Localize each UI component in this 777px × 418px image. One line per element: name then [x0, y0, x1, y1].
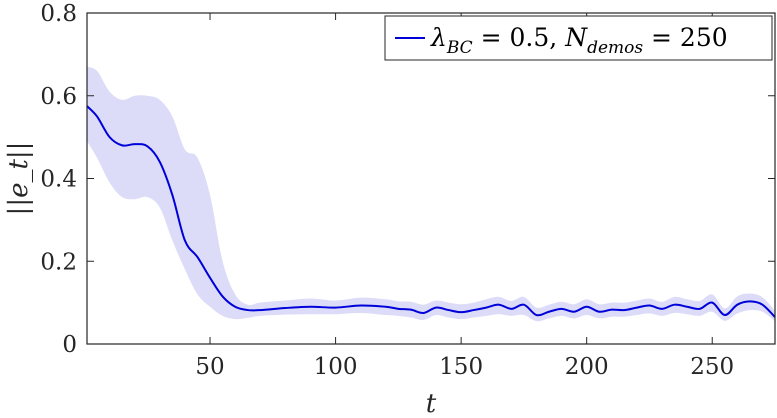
- x-tick-label: 50: [195, 354, 224, 380]
- y-axis-label: ||e_t||: [4, 142, 34, 216]
- x-axis-label: t: [426, 389, 437, 418]
- y-tick-label: 0: [62, 332, 77, 358]
- legend-entry-label: λBC = 0.5, Ndemos = 250: [430, 23, 728, 58]
- legend: λBC = 0.5, Ndemos = 250: [384, 15, 773, 61]
- x-tick-label: 250: [690, 354, 734, 380]
- series-line-layer: [86, 105, 776, 318]
- x-tick-label: 150: [439, 354, 483, 380]
- legend-lambda-symbol: λ: [430, 23, 447, 52]
- x-tick-label: 200: [565, 354, 609, 380]
- confidence-band: [87, 66, 775, 322]
- legend-lambda-value: = 0.5,: [473, 23, 566, 52]
- y-tick-label: 0.8: [40, 1, 77, 27]
- legend-n-symbol: N: [564, 23, 588, 52]
- series-line: [86, 105, 776, 318]
- tick-layer: 50 100 150 200 250 0 0.2 0.4 0.6 0.8: [40, 1, 775, 380]
- legend-n-subscript: demos: [587, 38, 643, 58]
- y-tick-label: 0.6: [40, 84, 77, 110]
- x-tick-label: 100: [314, 354, 358, 380]
- confidence-band-layer: [87, 66, 775, 322]
- legend-lambda-subscript: BC: [446, 38, 473, 58]
- y-tick-label: 0.2: [40, 249, 77, 275]
- legend-n-value: = 250: [643, 23, 728, 52]
- y-tick-label: 0.4: [40, 167, 77, 193]
- legend-box: [384, 15, 773, 61]
